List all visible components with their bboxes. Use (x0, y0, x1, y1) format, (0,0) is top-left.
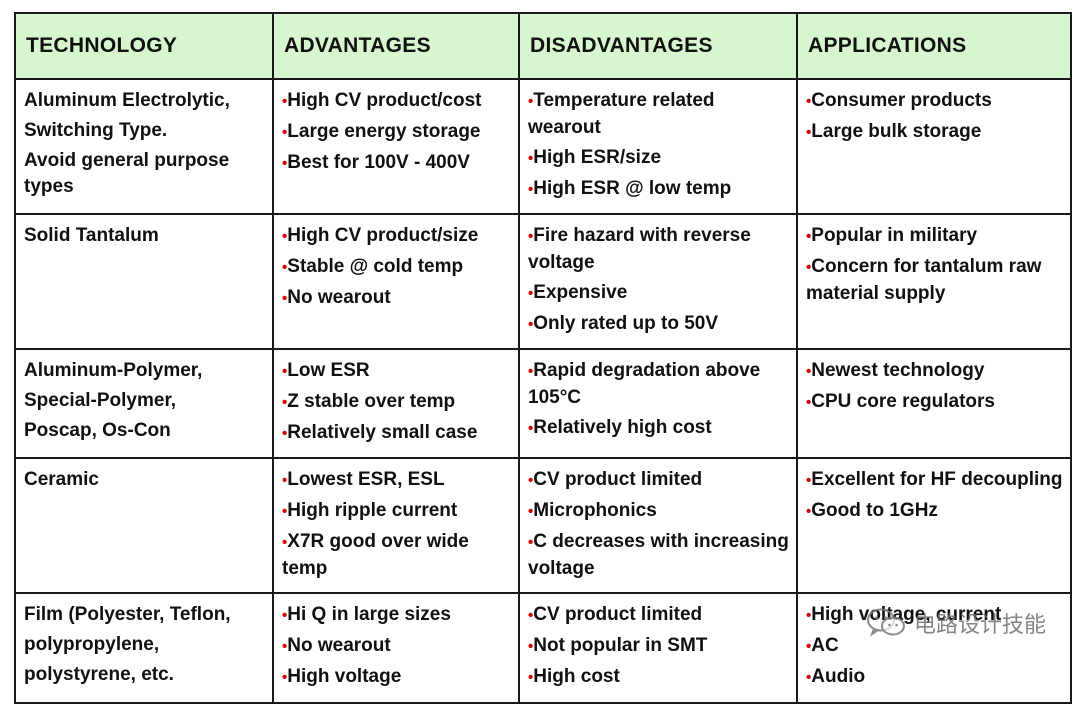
technology-line: Film (Polyester, Teflon, (24, 604, 231, 625)
advantages-cell: Lowest ESR, ESL High ripple current X7R … (272, 457, 520, 594)
header-disadvantages: DISADVANTAGES (518, 12, 798, 80)
disadvantages-cell: Rapid degradation above 105°C Relatively… (518, 348, 798, 459)
header-row: TECHNOLOGY ADVANTAGES DISADVANTAGES APPL… (14, 12, 1072, 80)
disadvantage-item: Microphonics (528, 498, 790, 525)
application-item: Large bulk storage (806, 119, 1064, 146)
advantage-item: No wearout (282, 633, 512, 660)
disadvantage-item: CV product limited (528, 602, 790, 629)
technology-line: Switching Type. (24, 120, 168, 141)
table-row: Ceramic Lowest ESR, ESL High ripple curr… (14, 457, 1072, 594)
advantage-item: Best for 100V - 400V (282, 150, 512, 177)
advantages-cell: High CV product/cost Large energy storag… (272, 78, 520, 215)
technology-cell: Film (Polyester, Teflon, polypropylene, … (14, 592, 274, 704)
table-row: Aluminum-Polymer, Special-Polymer, Posca… (14, 348, 1072, 459)
comparison-table-wrapper: TECHNOLOGY ADVANTAGES DISADVANTAGES APPL… (14, 12, 1072, 704)
advantage-item: Lowest ESR, ESL (282, 467, 512, 494)
disadvantage-item: High ESR @ low temp (528, 176, 790, 203)
applications-cell: Excellent for HF decoupling Good to 1GHz (796, 457, 1072, 594)
header-technology: TECHNOLOGY (14, 12, 274, 80)
technology-cell: Aluminum Electrolytic, Switching Type. A… (14, 78, 274, 215)
advantage-item: Hi Q in large sizes (282, 602, 512, 629)
technology-cell: Aluminum-Polymer, Special-Polymer, Posca… (14, 348, 274, 459)
application-item: Popular in military (806, 223, 1064, 250)
application-item: CPU core regulators (806, 389, 1064, 416)
disadvantage-item: Fire hazard with reverse voltage (528, 223, 790, 276)
disadvantage-item: High cost (528, 664, 790, 691)
applications-cell: Newest technology CPU core regulators (796, 348, 1072, 459)
disadvantage-item: C decreases with increasing voltage (528, 529, 790, 582)
watermark-text: 电路设计技能 (913, 613, 1046, 638)
header-applications: APPLICATIONS (796, 12, 1072, 80)
header-advantages: ADVANTAGES (272, 12, 520, 80)
advantage-item: Z stable over temp (282, 389, 512, 416)
advantage-item: High voltage (282, 664, 512, 691)
technology-line: Aluminum Electrolytic, (24, 90, 230, 111)
technology-cell: Solid Tantalum (14, 213, 274, 350)
technology-line: Aluminum-Polymer, (24, 360, 203, 381)
application-item: Newest technology (806, 358, 1064, 385)
technology-line: Ceramic (24, 469, 99, 490)
capacitor-comparison-table: TECHNOLOGY ADVANTAGES DISADVANTAGES APPL… (14, 12, 1072, 704)
technology-line: Special-Polymer, (24, 390, 177, 411)
disadvantage-item: High ESR/size (528, 145, 790, 172)
application-item: Concern for tantalum raw material supply (806, 254, 1064, 307)
advantages-cell: Low ESR Z stable over temp Relatively sm… (272, 348, 520, 459)
applications-cell: Consumer products Large bulk storage (796, 78, 1072, 215)
applications-cell: Popular in military Concern for tantalum… (796, 213, 1072, 350)
table-row: Aluminum Electrolytic, Switching Type. A… (14, 78, 1072, 215)
disadvantages-cell: CV product limited Microphonics C decrea… (518, 457, 798, 594)
advantages-cell: High CV product/size Stable @ cold temp … (272, 213, 520, 350)
technology-line: Avoid general purpose types (24, 150, 230, 197)
disadvantage-item: Relatively high cost (528, 415, 790, 442)
disadvantage-item: Rapid degradation above 105°C (528, 358, 790, 411)
advantage-item: X7R good over wide temp (282, 529, 512, 582)
table-row: Solid Tantalum High CV product/size Stab… (14, 213, 1072, 350)
disadvantages-cell: CV product limited Not popular in SMT Hi… (518, 592, 798, 704)
advantage-item: Low ESR (282, 358, 512, 385)
technology-line: Poscap, Os-Con (24, 420, 171, 441)
disadvantage-item: Temperature related wearout (528, 88, 790, 141)
technology-cell: Ceramic (14, 457, 274, 594)
disadvantage-item: Only rated up to 50V (528, 311, 790, 338)
disadvantages-cell: Fire hazard with reverse voltage Expensi… (518, 213, 798, 350)
application-item: AC (806, 633, 1064, 660)
application-item: Consumer products (806, 88, 1064, 115)
advantage-item: No wearout (282, 285, 512, 312)
technology-line: polystyrene, etc. (24, 664, 174, 685)
advantage-item: High CV product/size (282, 223, 512, 250)
advantage-item: High CV product/cost (282, 88, 512, 115)
advantage-item: Large energy storage (282, 119, 512, 146)
advantage-item: Stable @ cold temp (282, 254, 512, 281)
watermark: 电路设计技能 (866, 607, 1046, 639)
advantage-item: High ripple current (282, 498, 512, 525)
technology-line: polypropylene, (24, 634, 160, 655)
disadvantages-cell: Temperature related wearout High ESR/siz… (518, 78, 798, 215)
disadvantage-item: Expensive (528, 280, 790, 307)
wechat-logo-icon (866, 608, 905, 637)
disadvantage-item: CV product limited (528, 467, 790, 494)
application-item: Excellent for HF decoupling (806, 467, 1064, 494)
disadvantage-item: Not popular in SMT (528, 633, 790, 660)
application-item: Audio (806, 664, 1064, 691)
application-item: Good to 1GHz (806, 498, 1064, 525)
technology-line: Solid Tantalum (24, 225, 159, 246)
advantage-item: Relatively small case (282, 420, 512, 447)
advantages-cell: Hi Q in large sizes No wearout High volt… (272, 592, 520, 704)
application-item: High voltage, current (806, 602, 1064, 629)
